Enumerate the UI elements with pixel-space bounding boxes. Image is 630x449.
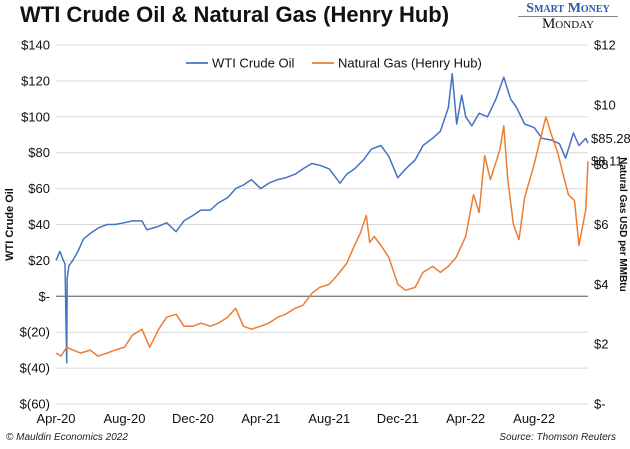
x-tick-label: Dec-20	[172, 411, 214, 426]
y-tick-label: $140	[21, 38, 50, 53]
y2-tick-label: $12	[594, 38, 616, 53]
y2-tick-label: $6	[594, 217, 608, 232]
legend-oil-label: WTI Crude Oil	[212, 56, 294, 71]
oil-series-line	[55, 72, 589, 364]
y2-tick-label: $10	[594, 97, 616, 112]
y-tick-label: $120	[21, 73, 50, 88]
x-tick-label: Apr-22	[446, 411, 485, 426]
gas-end-label: $8.11	[591, 153, 623, 168]
y-tick-label: $100	[21, 109, 50, 124]
y-tick-label: $(60)	[20, 397, 50, 412]
y2-tick-label: $4	[594, 277, 608, 292]
chart-title: WTI Crude Oil & Natural Gas (Henry Hub)	[20, 2, 450, 27]
legend-gas-label: Natural Gas (Henry Hub)	[338, 56, 482, 71]
y-tick-label: $-	[38, 289, 50, 304]
y-tick-label: $80	[28, 145, 50, 160]
x-tick-label: Dec-21	[377, 411, 419, 426]
y2-axis-title: Natural Gas USD per MMBtu	[617, 157, 628, 291]
brand-line-2: Monday	[518, 16, 618, 32]
gas-series-line	[55, 116, 589, 357]
x-tick-label: Aug-21	[308, 411, 350, 426]
y-axis-title: WTI Crude Oil	[4, 188, 16, 261]
y2-tick-label: $2	[594, 337, 608, 352]
copyright-note: © Mauldin Economics 2022	[6, 432, 128, 443]
y-tick-label: $20	[28, 253, 50, 268]
x-tick-label: Aug-22	[513, 411, 555, 426]
x-tick-label: Aug-20	[104, 411, 146, 426]
x-tick-label: Apr-20	[36, 411, 75, 426]
oil-end-label: $85.28	[591, 131, 630, 146]
y-tick-label: $40	[28, 217, 50, 232]
x-tick-label: Apr-21	[241, 411, 280, 426]
y2-tick-label: $-	[594, 397, 606, 412]
y-tick-label: $(20)	[20, 325, 50, 340]
y2-tick-label: $8	[594, 157, 608, 172]
brand-line-1: Smart Money	[526, 1, 610, 16]
y-tick-label: $(40)	[20, 361, 50, 376]
y-tick-label: $60	[28, 181, 50, 196]
brand-logo: Smart Money Monday	[518, 2, 618, 32]
source-note: Source: Thomson Reuters	[499, 432, 616, 443]
